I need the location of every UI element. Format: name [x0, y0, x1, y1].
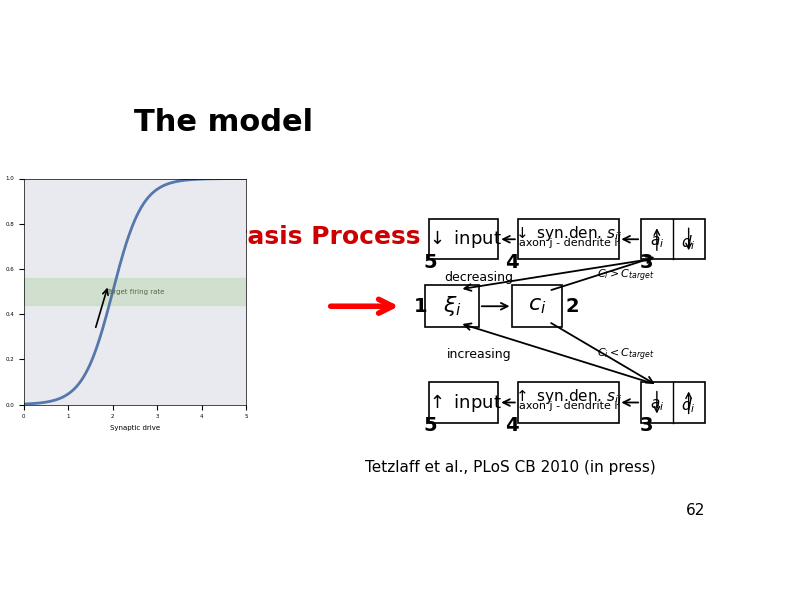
Text: $\uparrow$ syn.den. $s_{ij}$: $\uparrow$ syn.den. $s_{ij}$ — [514, 387, 622, 408]
Text: $d_i$: $d_i$ — [681, 396, 696, 415]
Bar — [24, 278, 246, 305]
Text: Homeostasis Process: Homeostasis Process — [122, 226, 421, 249]
Text: 3: 3 — [640, 416, 653, 435]
Text: 5: 5 — [423, 253, 437, 272]
Text: $C_i > C_{target}$: $C_i > C_{target}$ — [597, 267, 655, 284]
Text: $\uparrow$ input: $\uparrow$ input — [426, 392, 501, 414]
Text: $d_i$: $d_i$ — [681, 233, 696, 252]
Text: The model: The model — [134, 108, 314, 137]
X-axis label: Synaptic drive: Synaptic drive — [110, 425, 160, 431]
Text: increasing: increasing — [447, 348, 511, 361]
Text: Tetzlaff et al., PLoS CB 2010 (in press): Tetzlaff et al., PLoS CB 2010 (in press) — [364, 461, 655, 475]
Text: 4: 4 — [506, 416, 519, 435]
Text: $C_i < C_{target}$: $C_i < C_{target}$ — [597, 346, 655, 363]
Text: Target firing rate: Target firing rate — [106, 289, 164, 295]
Text: 5: 5 — [423, 416, 437, 435]
Text: $a_i$: $a_i$ — [649, 397, 664, 414]
FancyBboxPatch shape — [429, 219, 499, 259]
Text: $\downarrow$ input: $\downarrow$ input — [426, 228, 501, 250]
Text: axon j - dendrite i: axon j - dendrite i — [518, 402, 618, 411]
FancyBboxPatch shape — [512, 285, 562, 327]
FancyBboxPatch shape — [518, 219, 619, 259]
Text: axon j - dendrite i: axon j - dendrite i — [518, 238, 618, 248]
Text: 62: 62 — [686, 503, 706, 518]
FancyBboxPatch shape — [641, 219, 704, 259]
Text: $\downarrow$ syn.den. $s_{ij}$: $\downarrow$ syn.den. $s_{ij}$ — [514, 224, 622, 245]
Text: 1: 1 — [414, 297, 428, 316]
Text: $c_i$: $c_i$ — [528, 296, 546, 317]
Text: decreasing: decreasing — [445, 271, 514, 284]
FancyBboxPatch shape — [518, 383, 619, 422]
Text: 4: 4 — [506, 253, 519, 272]
Text: 2: 2 — [565, 297, 579, 316]
Text: $a_i$: $a_i$ — [649, 234, 664, 250]
FancyBboxPatch shape — [429, 383, 499, 422]
FancyBboxPatch shape — [425, 285, 479, 327]
FancyBboxPatch shape — [641, 383, 704, 422]
Text: 3: 3 — [640, 253, 653, 272]
Text: $\xi_i$: $\xi_i$ — [442, 295, 461, 318]
